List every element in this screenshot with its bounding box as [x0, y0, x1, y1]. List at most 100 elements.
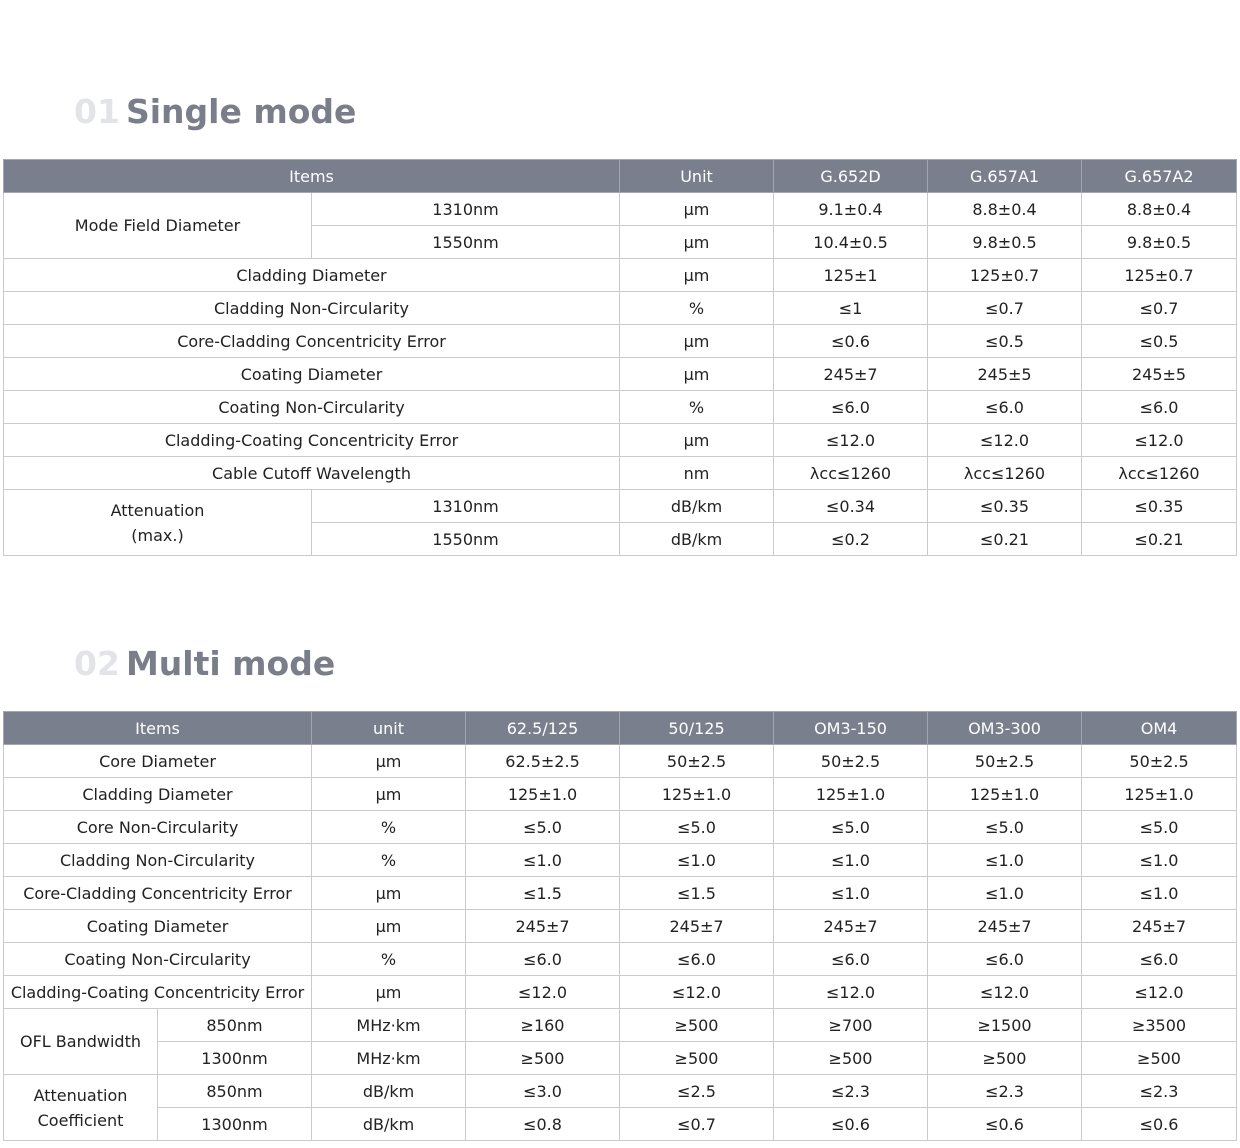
row-label: Cladding Non-Circularity — [2, 843, 313, 877]
table-row: 1300nm dB/km ≤0.8 ≤0.7 ≤0.6 ≤0.6 ≤0.6 — [4, 1107, 1238, 1141]
row-label: Core Diameter — [2, 744, 313, 778]
value-cell: ≤0.21 — [1081, 522, 1238, 556]
single-mode-heading: 01 Single mode — [74, 92, 356, 132]
unit-cell: % — [619, 390, 775, 424]
value-cell: ≤12.0 — [773, 423, 929, 457]
unit-cell: μm — [311, 876, 467, 910]
value-cell: ≤5.0 — [465, 810, 621, 844]
unit-cell: μm — [311, 909, 467, 943]
value-cell: ≥160 — [465, 1008, 621, 1042]
unit-cell: % — [311, 843, 467, 877]
row-label: Cladding Non-Circularity — [2, 291, 621, 325]
row-label: Attenuation Coefficient — [3, 1074, 158, 1141]
table-row: Coating Diameter μm 245±7 245±5 245±5 — [2, 357, 1238, 391]
value-cell: ≤1.5 — [619, 876, 775, 910]
value-cell: 9.8±0.5 — [1081, 225, 1238, 259]
table-row: Cladding-Coating Concentricity Error μm … — [2, 423, 1238, 457]
value-cell: ≤6.0 — [773, 390, 929, 424]
row-label: Coating Diameter — [2, 357, 621, 391]
sub-label: 1550nm — [310, 225, 621, 259]
value-cell: ≥700 — [773, 1008, 929, 1042]
header-g657a2: G.657A2 — [1081, 159, 1238, 193]
header-g652d: G.652D — [773, 159, 929, 193]
value-cell: ≤2.5 — [619, 1074, 775, 1108]
unit-cell: MHz·km — [311, 1041, 467, 1075]
unit-cell: dB/km — [311, 1107, 467, 1141]
value-cell: ≤0.35 — [1081, 489, 1238, 523]
table-row: Core Diameter μm 62.5±2.5 50±2.5 50±2.5 … — [2, 744, 1238, 778]
value-cell: ≤0.21 — [927, 522, 1083, 556]
value-cell: ≥1500 — [927, 1008, 1083, 1042]
sub-label: 1310nm — [310, 489, 621, 523]
attenuation-label-line-1: Attenuation — [33, 1085, 128, 1105]
value-cell: ≤2.3 — [1081, 1074, 1238, 1108]
value-cell: ≤5.0 — [1081, 810, 1238, 844]
unit-cell: μm — [619, 324, 775, 358]
header-om4: OM4 — [1081, 711, 1238, 745]
value-cell: 125±0.7 — [927, 258, 1083, 292]
row-label: Attenuation (max.) — [3, 489, 312, 556]
table-row: Cladding Diameter μm 125±1.0 125±1.0 125… — [2, 777, 1238, 811]
value-cell: ≤3.0 — [465, 1074, 621, 1108]
unit-cell: dB/km — [619, 522, 775, 556]
unit-cell: μm — [619, 225, 775, 259]
table-row: 1300nm MHz·km ≥500 ≥500 ≥500 ≥500 ≥500 — [4, 1041, 1238, 1075]
attenuation-label-line-2: (max.) — [131, 525, 184, 545]
value-cell: ≤1.0 — [927, 876, 1083, 910]
value-cell: ≤1.0 — [927, 843, 1083, 877]
unit-cell: % — [311, 810, 467, 844]
table-row: Attenuation Coefficient 850nm dB/km ≤3.0… — [3, 1074, 1238, 1141]
section-number: 01 — [74, 92, 120, 131]
table-header-row: Items unit 62.5/125 50/125 OM3-150 OM3-3… — [2, 711, 1238, 745]
value-cell: ≤1.0 — [1081, 876, 1238, 910]
value-cell: 10.4±0.5 — [773, 225, 929, 259]
value-cell: ≤12.0 — [927, 423, 1083, 457]
sub-label: 1300nm — [156, 1041, 313, 1075]
unit-cell: % — [619, 291, 775, 325]
table-header-row: Items Unit G.652D G.657A1 G.657A2 — [2, 159, 1238, 193]
value-cell: ≥500 — [1081, 1041, 1238, 1075]
unit-cell: μm — [311, 744, 467, 778]
table-row: OFL Bandwidth 850nm MHz·km ≥160 ≥500 ≥70… — [3, 1008, 1238, 1075]
sub-label: 1550nm — [310, 522, 621, 556]
value-cell: ≤6.0 — [773, 942, 929, 976]
header-g657a1: G.657A1 — [927, 159, 1083, 193]
value-cell: 8.8±0.4 — [1081, 192, 1238, 226]
header-unit: unit — [311, 711, 467, 745]
value-cell: ≤1 — [773, 291, 929, 325]
value-cell: ≤0.35 — [927, 489, 1083, 523]
value-cell: 245±7 — [465, 909, 621, 943]
unit-cell: % — [311, 942, 467, 976]
value-cell: ≥500 — [465, 1041, 621, 1075]
table-row: 1550nm μm 10.4±0.5 9.8±0.5 9.8±0.5 — [4, 225, 1238, 259]
value-cell: ≤1.5 — [465, 876, 621, 910]
value-cell: ≤1.0 — [465, 843, 621, 877]
row-label: Coating Non-Circularity — [2, 942, 313, 976]
row-label: Coating Diameter — [2, 909, 313, 943]
unit-cell: MHz·km — [311, 1008, 467, 1042]
value-cell: ≥500 — [773, 1041, 929, 1075]
section-title: Multi mode — [125, 644, 336, 683]
value-cell: ≤0.6 — [1081, 1107, 1238, 1141]
value-cell: 245±7 — [619, 909, 775, 943]
value-cell: ≤0.6 — [927, 1107, 1083, 1141]
unit-cell: μm — [619, 192, 775, 226]
value-cell: ≤0.5 — [1081, 324, 1238, 358]
table-row: Core-Cladding Concentricity Error μm ≤0.… — [2, 324, 1238, 358]
table-row: Core-Cladding Concentricity Error μm ≤1.… — [2, 876, 1238, 910]
table-row: Cladding Diameter μm 125±1 125±0.7 125±0… — [2, 258, 1238, 292]
value-cell: 50±2.5 — [1081, 744, 1238, 778]
value-cell: ≤0.34 — [773, 489, 929, 523]
value-cell: ≤6.0 — [927, 390, 1083, 424]
value-cell: ≤0.8 — [465, 1107, 621, 1141]
value-cell: λcc≤1260 — [773, 456, 929, 490]
value-cell: 125±1 — [773, 258, 929, 292]
value-cell: 62.5±2.5 — [465, 744, 621, 778]
value-cell: ≤12.0 — [465, 975, 621, 1009]
value-cell: 125±1.0 — [619, 777, 775, 811]
value-cell: 245±7 — [773, 909, 929, 943]
multi-mode-table: Items unit 62.5/125 50/125 OM3-150 OM3-3… — [2, 711, 1238, 1141]
value-cell: 125±1.0 — [465, 777, 621, 811]
unit-cell: μm — [619, 423, 775, 457]
header-unit: Unit — [619, 159, 775, 193]
